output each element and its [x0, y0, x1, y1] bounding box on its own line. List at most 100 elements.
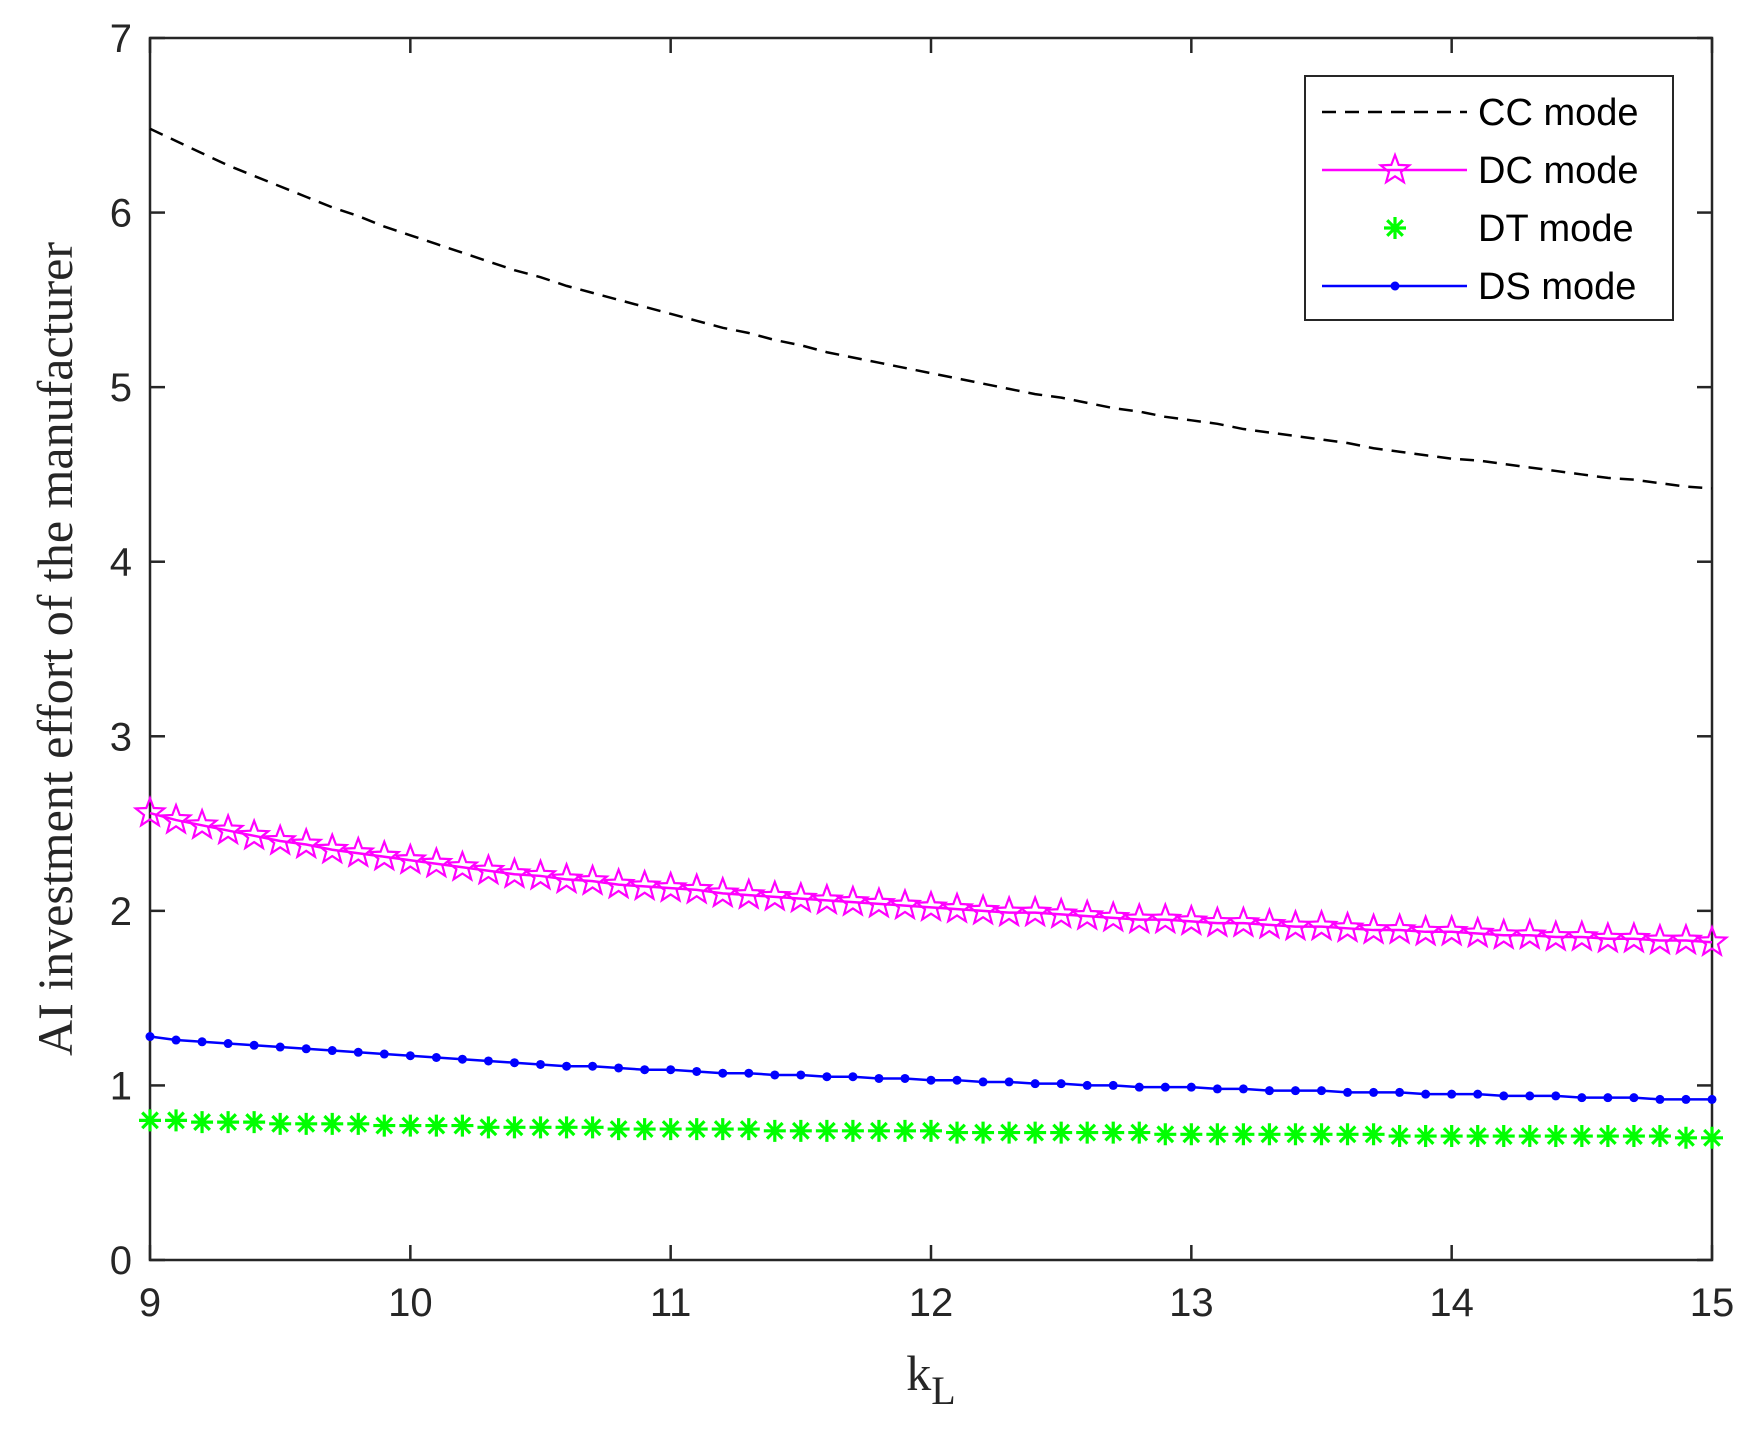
data-point-dc-mode — [341, 835, 376, 868]
data-point-dc-mode — [965, 892, 1001, 926]
x-axis-label: kL — [906, 1345, 955, 1413]
legend-label: CC mode — [1478, 92, 1639, 134]
data-point-ds-mode — [301, 1044, 311, 1054]
data-point-dc-mode — [575, 863, 610, 896]
data-point-dt-mode — [1466, 1125, 1489, 1148]
legend-entry-dt-mode[interactable]: DT mode — [1384, 208, 1634, 250]
x-tick-label: 12 — [909, 1281, 954, 1325]
data-point-ds-mode — [1212, 1084, 1222, 1094]
data-point-ds-mode — [1186, 1082, 1196, 1092]
data-point-dc-mode — [835, 883, 871, 917]
data-point-dc-mode — [1174, 903, 1209, 937]
data-point-dt-mode — [399, 1114, 422, 1137]
data-point-ds-mode — [457, 1054, 467, 1064]
data-point-ds-mode — [1004, 1077, 1014, 1087]
y-tick-label: 0 — [110, 1239, 132, 1283]
data-point-dt-mode — [425, 1114, 448, 1137]
data-point-dc-mode — [158, 801, 194, 835]
data-point-dt-mode — [1414, 1125, 1437, 1148]
data-point-ds-mode — [562, 1061, 572, 1071]
data-point-dc-mode — [861, 885, 897, 919]
x-tick-label: 9 — [139, 1281, 161, 1325]
legend-entry-cc-mode[interactable]: CC mode — [1322, 92, 1639, 134]
data-point-ds-mode — [197, 1037, 207, 1047]
y-axis-label: AI investment effort of the manufacturer — [27, 242, 83, 1056]
data-point-ds-mode — [1056, 1079, 1066, 1089]
data-point-ds-mode — [588, 1061, 598, 1071]
data-point-dc-mode — [471, 852, 506, 886]
data-point-dc-mode — [1226, 904, 1261, 938]
data-point-ds-mode — [1030, 1079, 1040, 1089]
legend-label: DS mode — [1478, 266, 1636, 308]
x-tick-label: 15 — [1690, 1281, 1735, 1325]
data-point-ds-mode — [900, 1073, 910, 1083]
series-ds-mode — [145, 1032, 1717, 1104]
data-point-dt-mode — [763, 1119, 786, 1142]
data-point-dt-mode — [165, 1109, 188, 1132]
data-point-dt-mode — [946, 1121, 969, 1144]
data-point-dc-mode — [731, 877, 767, 910]
data-point-dt-mode — [1310, 1123, 1333, 1146]
data-point-dc-mode — [523, 857, 558, 891]
data-point-dc-mode — [653, 870, 688, 903]
data-point-dt-mode — [1674, 1126, 1697, 1149]
data-point-dt-mode — [607, 1118, 630, 1141]
data-point-ds-mode — [1499, 1091, 1509, 1101]
legend-entry-dc-mode[interactable]: DC mode — [1322, 150, 1639, 192]
data-point-ds-mode — [952, 1075, 962, 1085]
series-layer — [132, 127, 1730, 1149]
data-point-dt-mode — [295, 1112, 318, 1135]
data-point-dc-mode — [1694, 924, 1730, 957]
series-line-dc-mode — [149, 811, 1713, 944]
data-point-dt-mode — [529, 1116, 552, 1139]
data-point-dc-mode — [1434, 913, 1469, 947]
data-point-dt-mode — [1701, 1126, 1723, 1149]
data-point-ds-mode — [1681, 1094, 1691, 1104]
data-point-dc-mode — [288, 826, 324, 860]
data-point-dc-mode — [1668, 922, 1704, 956]
legend[interactable]: CC mode DC mode DT mode DS mode — [1304, 75, 1674, 321]
axis-ticks — [148, 36, 1714, 1262]
x-tick-label: 11 — [650, 1281, 692, 1325]
data-point-ds-mode — [1629, 1093, 1639, 1103]
data-point-dt-mode — [139, 1109, 161, 1132]
data-point-dt-mode — [711, 1118, 734, 1141]
data-point-dt-mode — [503, 1116, 526, 1139]
data-point-ds-mode — [744, 1068, 754, 1078]
x-tick-label: 13 — [1169, 1281, 1214, 1325]
data-point-ds-mode — [666, 1065, 676, 1075]
data-point-ds-mode — [614, 1063, 624, 1073]
legend-entry-ds-mode[interactable]: DS mode — [1322, 266, 1636, 308]
data-point-dc-mode — [184, 807, 220, 840]
legend-label: DT mode — [1478, 208, 1634, 250]
data-point-dc-mode — [1148, 901, 1183, 935]
data-point-dc-mode — [783, 880, 819, 914]
y-tick-label: 7 — [110, 17, 132, 61]
y-tick-label: 1 — [110, 1064, 132, 1108]
data-point-dc-mode — [1460, 915, 1495, 949]
data-point-dt-mode — [1596, 1125, 1619, 1148]
data-point-dc-mode — [1095, 899, 1131, 933]
data-point-ds-mode — [1707, 1094, 1717, 1104]
legend-marker — [1377, 151, 1413, 185]
data-point-dt-mode — [1544, 1125, 1567, 1148]
data-point-ds-mode — [431, 1052, 441, 1062]
data-point-dt-mode — [1622, 1125, 1645, 1148]
data-point-ds-mode — [1525, 1091, 1535, 1101]
data-point-dt-mode — [1206, 1123, 1229, 1146]
data-point-dc-mode — [1330, 910, 1365, 943]
y-tick-label: 2 — [110, 890, 132, 934]
data-point-dc-mode — [757, 878, 793, 912]
data-point-dc-mode — [1252, 906, 1287, 940]
data-point-dc-mode — [367, 838, 402, 872]
data-point-dt-mode — [1232, 1123, 1255, 1146]
data-point-dt-mode — [737, 1118, 760, 1141]
data-point-ds-mode — [1082, 1080, 1092, 1090]
data-point-ds-mode — [718, 1068, 728, 1078]
data-point-dc-mode — [419, 845, 454, 879]
data-point-dt-mode — [477, 1116, 500, 1139]
data-point-dt-mode — [867, 1119, 890, 1142]
data-point-dt-mode — [1492, 1125, 1515, 1148]
data-point-dt-mode — [1102, 1121, 1125, 1144]
legend-entries: CC mode DC mode DT mode DS mode — [1322, 92, 1639, 308]
